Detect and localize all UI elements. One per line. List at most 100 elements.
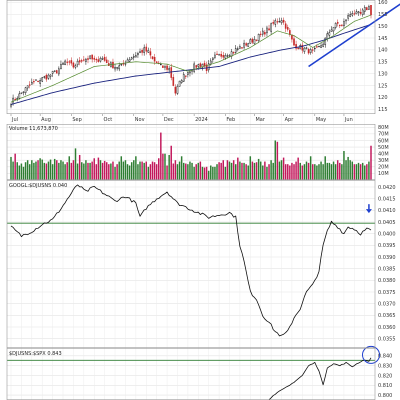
candle-body (334, 23, 337, 28)
volume-bar (70, 162, 73, 180)
volume-tick-label: 50M (378, 145, 389, 151)
volume-bar (185, 163, 187, 180)
ratio2-tick-label: 0.810 (378, 383, 392, 389)
volume-bar (345, 160, 347, 180)
volume-bar (158, 158, 160, 180)
volume-label: Volume 11,673,870 (9, 126, 58, 132)
x-tick-label: May (316, 117, 326, 123)
candle-body (168, 68, 170, 71)
volume-bar (172, 163, 175, 180)
candle-body (293, 38, 295, 46)
volume-bar (220, 162, 222, 180)
candle-body (85, 58, 87, 62)
ratio2-tick-label: 0.800 (378, 393, 392, 399)
volume-bar (170, 145, 172, 180)
ratio2-panel: $DJUSNS:$SPX 0.843 (7, 345, 380, 400)
candle-body (366, 7, 368, 11)
candle-body (49, 74, 52, 77)
ratio-label: GOOGL:$DJUSNS 0.040 (9, 183, 67, 189)
candle-body (270, 23, 272, 32)
volume-bar (56, 160, 58, 180)
volume-bar (264, 161, 266, 180)
volume-bar (324, 156, 326, 180)
volume-bar (272, 162, 274, 180)
candle-body (195, 65, 198, 68)
candle-body (95, 59, 98, 61)
candle-body (20, 92, 23, 94)
candle-body (97, 59, 100, 62)
candle-body (218, 54, 220, 56)
volume-bar (226, 160, 229, 180)
ratio1-tick-label: 0.0415 (378, 196, 396, 202)
candle-body (53, 70, 56, 72)
volume-bar (205, 166, 208, 180)
volume-bar (47, 161, 50, 180)
candle-body (39, 79, 41, 84)
x-tick-label: Feb (226, 117, 235, 123)
volume-bar (28, 164, 31, 180)
volume-bar (257, 158, 260, 180)
candle-body (101, 58, 104, 60)
volume-tick-label: 30M (378, 158, 389, 164)
candle-body (247, 43, 250, 47)
candle-body (76, 60, 79, 66)
volume-bar (174, 160, 177, 180)
volume-bar (216, 164, 218, 180)
candle-body (89, 55, 91, 59)
candle-body (201, 64, 204, 68)
volume-bar (149, 164, 152, 180)
ratio-label: $DJUSNS:$SPX 0.843 (9, 351, 62, 357)
volume-bar (274, 140, 277, 180)
candle-body (253, 39, 256, 44)
volume-bar (110, 163, 112, 180)
candle-body (149, 51, 152, 56)
candle-body (31, 81, 33, 85)
ratio1-panel: GOOGL:$DJUSNS 0.040 (7, 183, 375, 337)
volume-bar (143, 162, 145, 180)
candle-body (47, 74, 50, 79)
candle-body (130, 57, 133, 60)
volume-bar (180, 156, 183, 180)
volume-bar (364, 165, 366, 180)
axis-layer: 115 120 125 130 135 140 145 150 155 160 80M70M60M5… (10, 0, 396, 399)
price-tick-label: 150 (378, 24, 388, 30)
candle-body (174, 86, 177, 94)
candle-body (239, 46, 241, 49)
volume-bar (316, 165, 318, 180)
volume-bar (145, 161, 148, 180)
volume-bar (68, 156, 71, 180)
volume-bar (112, 161, 114, 180)
volume-bar (339, 162, 341, 180)
candle-body (237, 48, 239, 50)
candle-body (37, 80, 39, 83)
candle-body (320, 45, 322, 48)
candle-body (355, 11, 358, 15)
candle-body (160, 63, 162, 66)
candle-body (216, 53, 218, 55)
volume-bar (234, 164, 237, 180)
price-tick-label: 145 (378, 36, 388, 42)
volume-bar (14, 153, 16, 180)
panel-frame (6, 180, 376, 348)
volume-bar (249, 156, 252, 180)
price-tick-label: 140 (378, 48, 388, 54)
volume-bar (153, 162, 156, 180)
candle-body (345, 19, 347, 22)
candle-body (132, 55, 135, 58)
volume-bar (237, 157, 239, 180)
candle-body (257, 34, 260, 42)
candle-body (41, 77, 44, 82)
volume-bar (232, 160, 235, 180)
candle-body (99, 57, 102, 62)
candle-body (24, 87, 27, 93)
volume-bar (155, 164, 158, 180)
volume-bar (95, 164, 98, 180)
candle-body (180, 80, 183, 83)
volume-bar (239, 161, 241, 180)
volume-bar (49, 159, 52, 180)
candle-body (222, 54, 225, 58)
candle-body (33, 81, 35, 83)
x-tick-label: 2024 (195, 117, 208, 123)
volume-bar (137, 164, 139, 180)
volume-bar (287, 164, 289, 180)
